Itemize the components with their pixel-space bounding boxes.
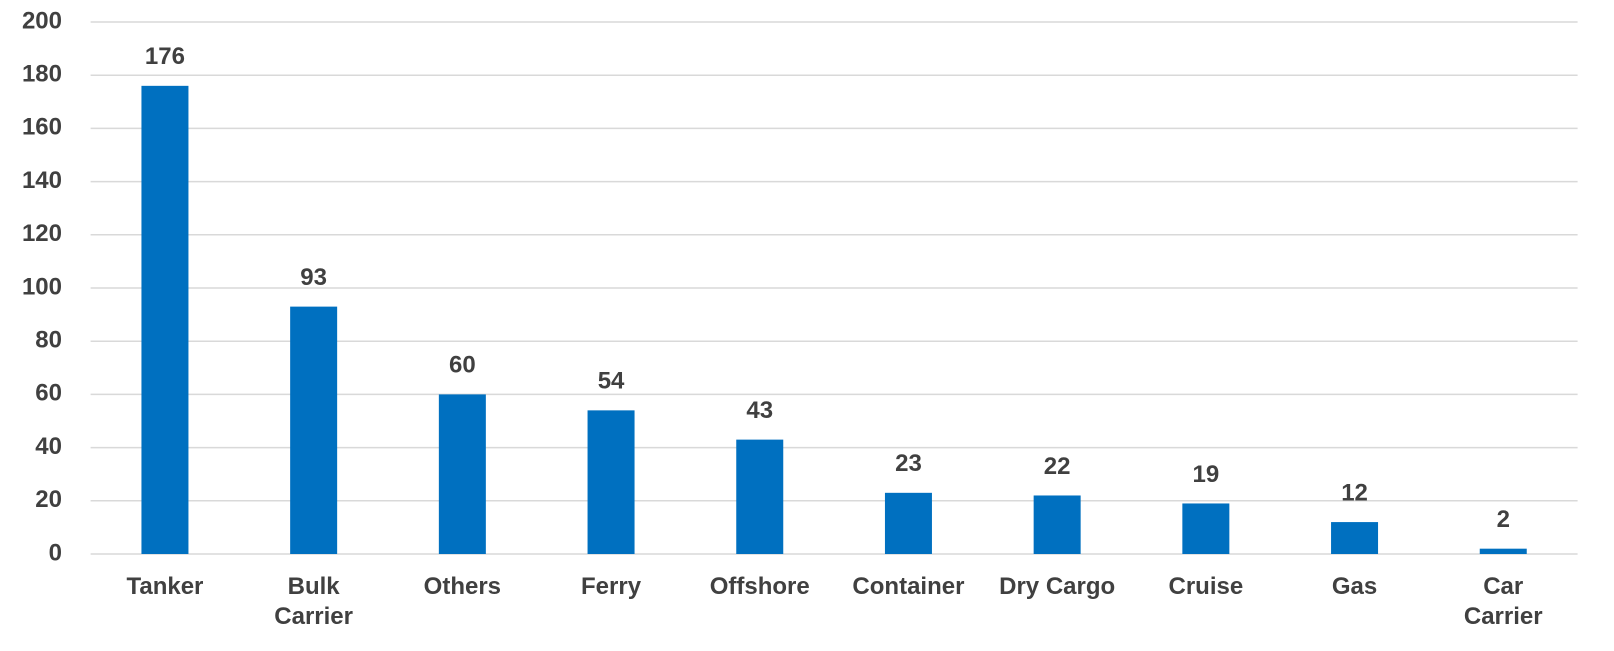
data-label: 54 <box>598 368 625 395</box>
data-label: 176 <box>145 43 185 70</box>
data-label: 2 <box>1497 506 1510 533</box>
x-tick-label: Container <box>852 573 965 600</box>
x-tick-label-box: Dry Cargo <box>999 573 1116 600</box>
x-tick-label: Tanker <box>126 573 204 600</box>
y-tick-label: 200 <box>22 7 62 34</box>
bar <box>141 85 189 554</box>
x-tick-label-box: Others <box>423 573 502 600</box>
y-tick-label: 0 <box>49 539 62 566</box>
x-tick-label: Bulk Carrier <box>274 573 353 630</box>
bar <box>884 492 932 554</box>
y-tick-label: 100 <box>22 273 62 300</box>
bar <box>1479 548 1527 554</box>
x-tick-label-box: Container <box>852 573 965 600</box>
data-label: 12 <box>1341 479 1368 506</box>
data-label: 22 <box>1044 453 1071 480</box>
x-tick-label: Others <box>423 573 502 600</box>
x-tick-label-box: Bulk Carrier <box>274 573 353 630</box>
x-tick-label: Offshore <box>709 573 810 600</box>
bar <box>1331 522 1379 554</box>
y-tick-label: 80 <box>35 327 62 354</box>
bar <box>587 410 635 554</box>
bar <box>736 439 784 554</box>
bar <box>290 306 338 554</box>
data-label: 19 <box>1192 461 1219 488</box>
x-tick-label-box: Car Carrier <box>1463 573 1543 630</box>
bar <box>1182 503 1230 554</box>
y-tick-label: 60 <box>35 380 62 407</box>
y-tick-label: 160 <box>22 114 62 141</box>
x-tick-label: Gas <box>1331 573 1378 600</box>
bar <box>1033 495 1081 554</box>
y-tick-label: 120 <box>22 220 62 247</box>
bar <box>438 394 486 554</box>
x-tick-label-box: Gas <box>1331 573 1378 600</box>
x-tick-label-box: Offshore <box>709 573 810 600</box>
data-label: 60 <box>449 352 476 379</box>
x-tick-label: Car Carrier <box>1463 573 1543 630</box>
x-tick-label-box: Ferry <box>581 573 642 600</box>
y-tick-label: 140 <box>22 167 62 194</box>
data-label: 23 <box>895 450 922 477</box>
y-tick-label: 180 <box>22 61 62 88</box>
y-tick-label: 40 <box>35 433 62 460</box>
x-tick-label-box: Cruise <box>1168 573 1244 600</box>
x-tick-label: Dry Cargo <box>999 573 1116 600</box>
x-tick-label-box: Tanker <box>126 573 204 600</box>
x-tick-label: Cruise <box>1168 573 1244 600</box>
data-label: 93 <box>300 264 327 291</box>
y-tick-label: 20 <box>35 486 62 513</box>
x-tick-label: Ferry <box>581 573 642 600</box>
data-label: 43 <box>746 397 773 424</box>
